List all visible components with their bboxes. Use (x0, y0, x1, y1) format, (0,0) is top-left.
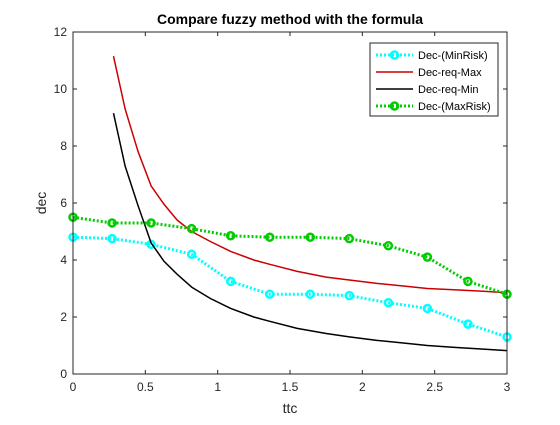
data-point-dec-maxrisk (264, 232, 275, 242)
data-point-dec-minrisk (305, 289, 316, 299)
x-tick-label: 3 (504, 380, 511, 394)
series-line-dec-minrisk (72, 235, 508, 339)
data-point-dec-minrisk (422, 303, 433, 314)
data-point-dec-maxrisk (146, 218, 156, 228)
series-line-dec-maxrisk (72, 215, 508, 296)
chart-title: Compare fuzzy method with the formula (157, 11, 423, 27)
legend-label-dec-req-min: Dec-req-Min (418, 84, 479, 96)
data-point-dec-minrisk (463, 319, 473, 329)
y-tick-label: 0 (60, 367, 67, 381)
data-point-dec-maxrisk (463, 276, 473, 287)
x-tick-label: 0 (70, 380, 77, 394)
x-tick-label: 1.5 (282, 380, 299, 394)
x-axis-label: ttc (283, 400, 298, 416)
data-point-dec-minrisk (186, 249, 197, 260)
series-line-dec-req-min (112, 113, 508, 352)
y-tick-label: 8 (60, 139, 67, 153)
x-tick-label: 1 (214, 380, 221, 394)
y-tick-label: 10 (54, 82, 68, 96)
legend-marker-dec-minrisk (389, 50, 400, 60)
data-point-dec-maxrisk (107, 218, 117, 228)
y-tick-label: 12 (54, 25, 68, 39)
data-point-dec-maxrisk (344, 233, 355, 244)
y-axis: 0 2 4 6 8 10 12 (54, 25, 507, 381)
data-point-dec-maxrisk (422, 252, 433, 262)
x-tick-label: 0.5 (137, 380, 154, 394)
legend-label-dec-req-max: Dec-req-Max (418, 67, 482, 79)
legend-label-dec-minrisk: Dec-(MinRisk) (418, 50, 488, 62)
legend-label-dec-maxrisk: Dec-(MaxRisk) (418, 101, 491, 113)
data-point-dec-minrisk (225, 276, 236, 287)
data-point-dec-maxrisk (383, 241, 394, 251)
series-line-dec-req-max (112, 56, 508, 294)
x-axis: 0 0.5 1 1.5 2 2.5 3 (70, 32, 511, 394)
data-point-dec-minrisk (344, 290, 355, 301)
data-point-dec-minrisk (264, 289, 275, 299)
legend: Dec-(MinRisk) Dec-req-Max Dec-req-Min Dec-(… (369, 42, 499, 117)
series-layer (68, 56, 512, 352)
data-point-dec-maxrisk (186, 223, 197, 234)
y-tick-label: 4 (60, 253, 67, 267)
data-point-dec-maxrisk (225, 231, 236, 241)
data-point-dec-minrisk (107, 233, 117, 244)
y-axis-label: dec (33, 192, 49, 215)
data-point-dec-minrisk (383, 298, 394, 308)
y-tick-label: 2 (60, 310, 67, 324)
y-tick-label: 6 (60, 196, 67, 210)
legend-marker-dec-maxrisk (389, 101, 400, 111)
data-point-dec-maxrisk (305, 232, 316, 242)
x-tick-label: 2.5 (426, 380, 443, 394)
x-tick-label: 2 (359, 380, 366, 394)
